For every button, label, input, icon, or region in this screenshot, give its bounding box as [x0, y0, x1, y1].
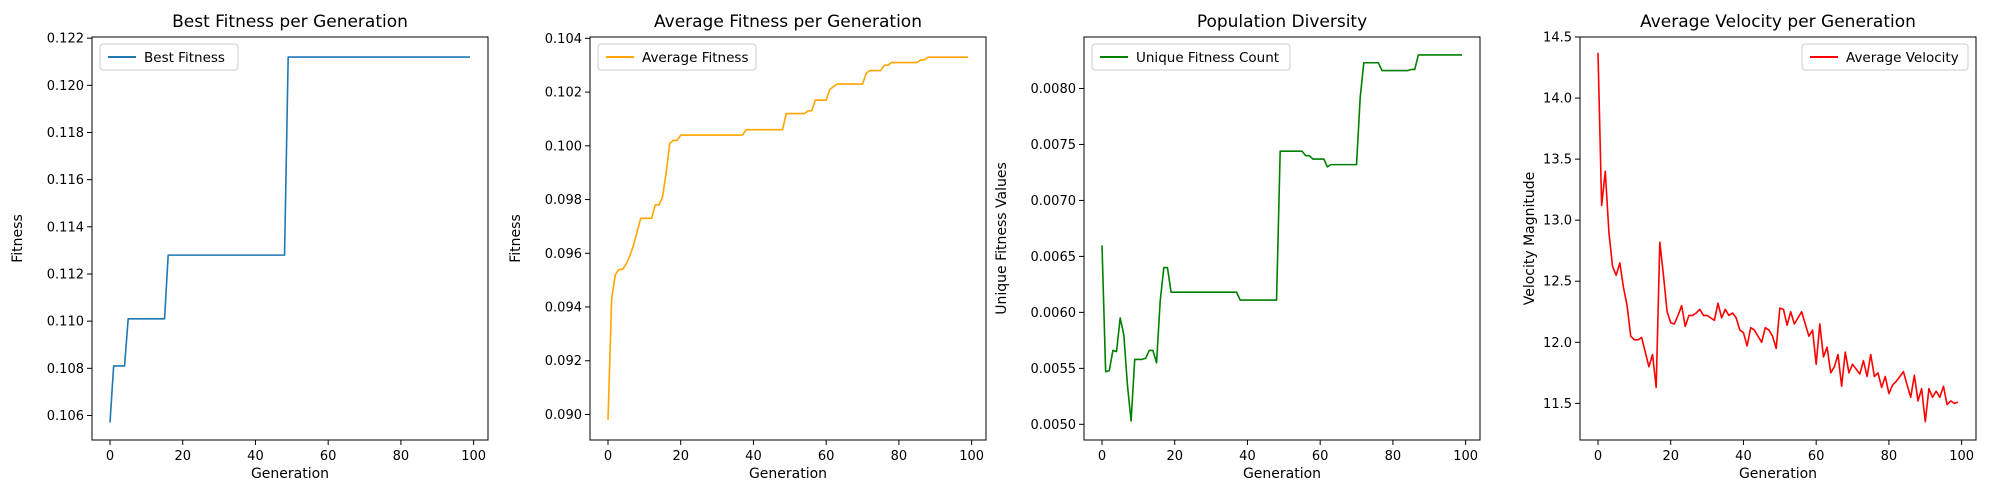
- x-tick-label: 0: [1594, 449, 1602, 464]
- x-tick-label: 80: [1385, 449, 1402, 464]
- y-tick-label: 13.0: [1543, 214, 1572, 229]
- x-tick-label: 20: [174, 449, 191, 464]
- y-tick-label: 0.096: [545, 247, 582, 262]
- y-tick-label: 13.5: [1543, 153, 1572, 168]
- x-axis-label: Generation: [1739, 466, 1817, 482]
- y-tick-label: 11.5: [1543, 397, 1572, 412]
- chart-panel-4: Average Velocity per Generation 0 20 40 60 80…: [1522, 12, 1977, 482]
- x-tick-label: 100: [1949, 449, 1974, 464]
- y-tick-label: 0.106: [47, 409, 84, 424]
- series-line: [109, 56, 470, 423]
- y-tick-label: 0.0060: [1031, 306, 1077, 321]
- legend-box: [597, 43, 757, 71]
- x-tick-label: 60: [1808, 449, 1825, 464]
- series-line: [607, 56, 968, 420]
- legend-label: Average Fitness: [642, 50, 748, 66]
- y-tick-label: 0.122: [47, 32, 84, 47]
- legend-label: Best Fitness: [144, 50, 225, 66]
- x-tick-label: 40: [1735, 449, 1752, 464]
- y-tick-label: 0.090: [545, 408, 582, 423]
- x-tick-label: 80: [1881, 449, 1898, 464]
- x-tick-label: 100: [461, 449, 486, 464]
- legend-box: [1801, 43, 1969, 71]
- chart-panel-1: Best Fitness per Generation 0 20 40 60 80 100 0…: [10, 12, 489, 482]
- series-line: [1101, 54, 1462, 422]
- x-tick-label: 80: [891, 449, 908, 464]
- chart-title: Population Diversity: [1197, 12, 1367, 32]
- y-tick-label: 12.5: [1543, 275, 1572, 290]
- x-tick-label: 0: [106, 449, 114, 464]
- chart-title: Average Fitness per Generation: [654, 12, 922, 32]
- series-line: [1597, 52, 1959, 423]
- x-axis-label: Generation: [251, 466, 329, 482]
- y-axis-label: Fitness: [10, 214, 26, 263]
- y-tick-label: 0.0080: [1031, 82, 1077, 97]
- y-axis-label: Fitness: [508, 214, 524, 263]
- y-tick-label: 0.108: [47, 362, 84, 377]
- plot-area: [1083, 36, 1481, 441]
- x-tick-label: 60: [1312, 449, 1329, 464]
- y-tick-label: 12.0: [1543, 336, 1572, 351]
- x-tick-label: 40: [247, 449, 264, 464]
- x-axis-label: Generation: [1243, 466, 1321, 482]
- legend-label: Average Velocity: [1846, 50, 1959, 66]
- x-tick-label: 60: [818, 449, 835, 464]
- y-tick-label: 0.104: [545, 32, 582, 47]
- legend-box: [99, 43, 239, 71]
- x-tick-label: 80: [393, 449, 410, 464]
- x-tick-label: 100: [1453, 449, 1478, 464]
- y-tick-label: 0.098: [545, 193, 582, 208]
- y-tick-label: 0.102: [545, 86, 582, 101]
- x-tick-label: 0: [1098, 449, 1106, 464]
- x-tick-label: 20: [1662, 449, 1679, 464]
- legend-box: [1091, 43, 1291, 71]
- y-tick-label: 0.112: [47, 267, 84, 282]
- y-tick-label: 0.0065: [1031, 250, 1077, 265]
- x-tick-label: 20: [672, 449, 689, 464]
- x-tick-label: 60: [320, 449, 337, 464]
- y-axis-label: Unique Fitness Values: [994, 162, 1010, 315]
- y-tick-label: 0.116: [47, 173, 84, 188]
- chart-title: Average Velocity per Generation: [1640, 12, 1916, 32]
- x-tick-label: 0: [604, 449, 612, 464]
- y-tick-label: 0.114: [47, 220, 84, 235]
- x-tick-label: 20: [1166, 449, 1183, 464]
- plot-area: [1579, 36, 1977, 441]
- y-tick-label: 0.092: [545, 354, 582, 369]
- y-tick-label: 0.118: [47, 126, 84, 141]
- y-tick-label: 0.0070: [1031, 194, 1077, 209]
- chart-panel-3: Population Diversity 0 20 40 60 80 100 0.0050 0.…: [994, 12, 1481, 482]
- y-tick-label: 0.110: [47, 315, 84, 330]
- y-axis-label: Velocity Magnitude: [1522, 172, 1538, 306]
- y-tick-label: 0.100: [545, 139, 582, 154]
- chart-panel-2: Average Fitness per Generation 0 20 40 60 80 1…: [508, 12, 987, 482]
- legend-label: Unique Fitness Count: [1136, 50, 1279, 66]
- y-tick-label: 0.120: [47, 79, 84, 94]
- y-tick-label: 0.094: [545, 301, 582, 316]
- x-axis-label: Generation: [749, 466, 827, 482]
- y-tick-label: 14.0: [1543, 92, 1572, 107]
- y-tick-label: 0.0055: [1031, 362, 1077, 377]
- y-tick-label: 0.0050: [1031, 418, 1077, 433]
- plot-area: [589, 36, 987, 441]
- y-tick-label: 14.5: [1543, 31, 1572, 46]
- x-tick-label: 40: [745, 449, 762, 464]
- x-tick-label: 100: [959, 449, 984, 464]
- x-tick-label: 40: [1239, 449, 1256, 464]
- y-tick-label: 0.0075: [1031, 138, 1077, 153]
- chart-title: Best Fitness per Generation: [172, 12, 408, 32]
- plot-area: [91, 36, 489, 441]
